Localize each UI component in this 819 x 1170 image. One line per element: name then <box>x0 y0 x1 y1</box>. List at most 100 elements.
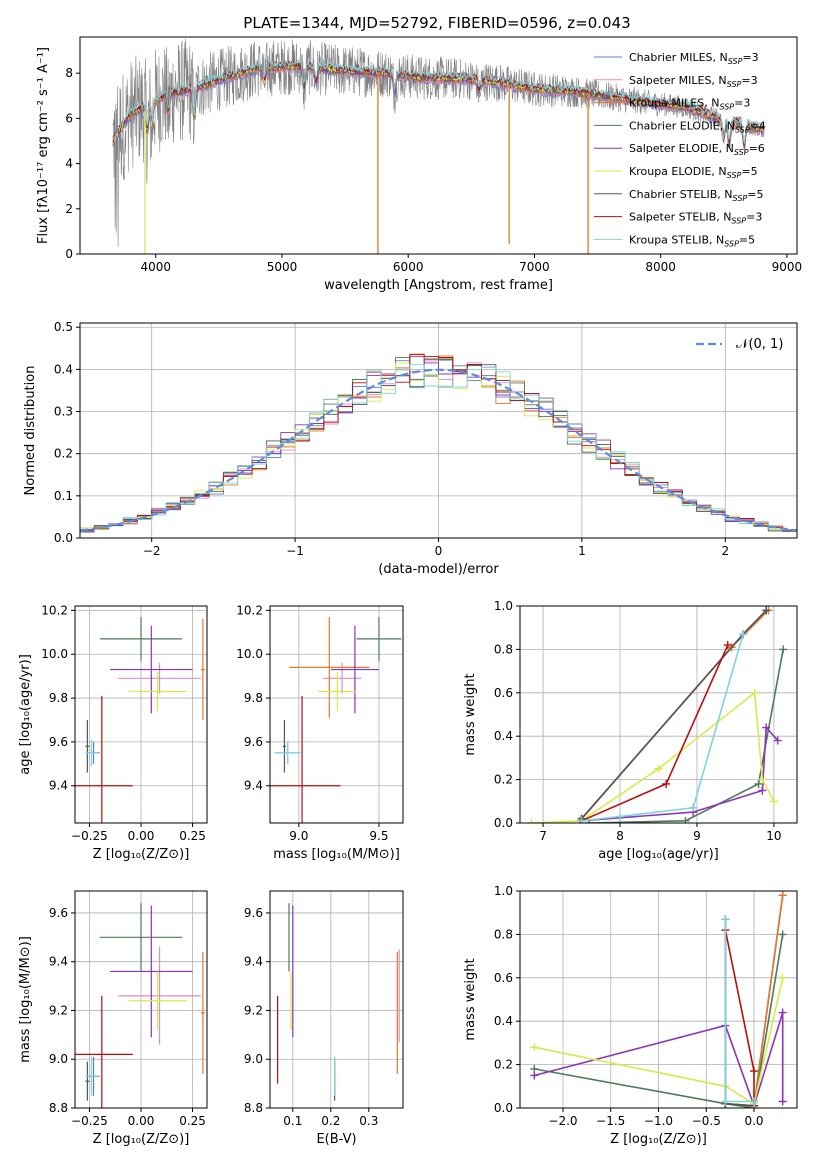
residual-histogram <box>80 364 797 533</box>
series-marker <box>778 1008 787 1017</box>
series-line <box>534 934 784 1108</box>
x-axis-label: age [log₁₀(age/yr)] <box>598 847 719 862</box>
x-tick-label: −1.5 <box>596 1114 625 1128</box>
y-axis-label: age [log₁₀(age/yr)] <box>18 654 33 775</box>
series-line <box>531 691 775 823</box>
legend-subscript: SSP <box>724 239 739 248</box>
figure-title: PLATE=1344, MJD=52792, FIBERID=0596, z=0… <box>243 14 630 32</box>
x-axis-label: Z [log₁₀(Z/Z⊙)] <box>93 1132 190 1147</box>
y-tick-label: 8.8 <box>49 1101 68 1115</box>
errorbar-point <box>318 671 357 712</box>
y-tick-label: 9.6 <box>244 735 263 749</box>
legend-entry-label: Chabrier ELODIE, NSSP=4 <box>629 119 766 134</box>
panel-Z-massweight: −2.0 −1.5 −1.0 −0.5 0.0 0.0 0.2 0.4 0.6 0.8 1.0 Z [… <box>463 884 798 1147</box>
plot-area <box>75 616 205 823</box>
x-tick-label: 9 <box>693 829 701 843</box>
legend-suffix: =3 <box>742 51 758 64</box>
y-axis-label: mass weight <box>463 673 478 755</box>
plot-area <box>530 891 787 1108</box>
series-marker <box>689 803 698 812</box>
y-tick-label: 10.2 <box>41 603 68 617</box>
y-tick-label: 0.5 <box>54 320 73 334</box>
y-tick-label: 0.6 <box>494 971 513 985</box>
y-tick-label: 0.2 <box>494 773 513 787</box>
y-tick-label: 10.0 <box>41 647 68 661</box>
series-marker <box>681 816 690 823</box>
y-tick-label: 0 <box>65 247 73 261</box>
errorbar-point <box>75 995 133 1108</box>
errorbar-point <box>99 616 183 661</box>
x-tick-label: −2.0 <box>548 1114 577 1128</box>
y-axis-label: Flux [fλ10⁻¹⁷ erg cm⁻² s⁻¹ A⁻¹] <box>36 47 51 244</box>
x-axis-label: Z [log₁₀(Z/Z⊙)] <box>610 1132 707 1147</box>
legend-subscript: SSP <box>731 217 746 226</box>
y-tick-label: 0.4 <box>494 729 513 743</box>
x-tick-label: 0.2 <box>321 1114 340 1128</box>
legend-suffix: =6 <box>749 142 765 155</box>
y-tick-label: 0.4 <box>54 362 73 376</box>
y-tick-label: 9.2 <box>244 1003 263 1017</box>
legend-suffix: =4 <box>750 119 766 132</box>
y-tick-label: 9.2 <box>49 1003 68 1017</box>
errorbar-point <box>289 616 370 718</box>
y-tick-label: 0.2 <box>54 447 73 461</box>
series-marker <box>762 723 771 732</box>
y-tick-label: 0.6 <box>494 686 513 700</box>
errorbar-point <box>85 719 90 773</box>
errorbar-point <box>356 616 402 661</box>
series-marker <box>577 816 586 823</box>
legend-entry-label: Chabrier MILES, NSSP=3 <box>629 51 759 66</box>
x-tick-label: 7000 <box>519 260 550 274</box>
plot-area <box>527 606 788 823</box>
errorbar-point <box>85 739 98 767</box>
series-marker <box>778 930 787 939</box>
x-tick-label: 0.25 <box>179 829 206 843</box>
legend-subscript: SSP <box>734 148 749 157</box>
y-tick-label: 9.4 <box>49 779 68 793</box>
x-tick-label: 4000 <box>140 260 171 274</box>
errorbar-point <box>270 695 341 823</box>
y-tick-label: 0.0 <box>54 531 73 545</box>
panel-age-massweight: 7 8 9 10 0.0 0.2 0.4 0.6 0.8 1.0 age [log₁₀(age/yr… <box>463 599 798 862</box>
legend-subscript: SSP <box>719 103 734 112</box>
observed-spectrum-line <box>112 38 765 247</box>
y-tick-label: 0.2 <box>494 1058 513 1072</box>
legend-suffix: =5 <box>747 188 763 201</box>
legend-entry-label: Salpeter STELIB, NSSP=3 <box>629 211 762 226</box>
x-axis-label: wavelength [Angstrom, rest frame] <box>324 278 553 293</box>
series-line <box>534 977 784 1105</box>
series-marker <box>778 973 787 982</box>
series-marker <box>758 786 767 795</box>
errorbar-point <box>200 619 205 720</box>
series-marker <box>662 779 671 788</box>
legend-suffix: =3 <box>746 211 762 224</box>
x-axis-label: Z [log₁₀(Z/Z⊙)] <box>93 847 190 862</box>
series-marker <box>778 1097 787 1106</box>
residual-histogram <box>80 356 797 532</box>
y-tick-label: 0.8 <box>494 927 513 941</box>
y-tick-label: 4 <box>65 157 73 171</box>
series-marker <box>754 779 763 788</box>
y-tick-label: 0.3 <box>54 405 73 419</box>
plot-area <box>80 353 797 534</box>
model-spectrum-line <box>112 60 765 145</box>
series-marker <box>530 1043 539 1052</box>
series-marker <box>723 641 732 650</box>
x-tick-label: 9.0 <box>289 829 308 843</box>
panel-residuals: 𝒩(0, 1) −2 −1 0 1 2 0.0 0.1 0.2 0.3 0.4 0.5 (data-mo… <box>23 320 798 577</box>
errorbar-point <box>85 1056 98 1096</box>
y-tick-label: 0.1 <box>54 489 73 503</box>
errorbar-point <box>110 625 193 714</box>
y-axis-label: mass weight <box>463 958 478 1040</box>
series-kroupa-stelib <box>577 630 748 823</box>
x-tick-label: 6000 <box>393 260 424 274</box>
series-marker <box>739 630 748 639</box>
series-marker <box>778 891 787 900</box>
y-tick-label: 0.0 <box>494 1101 513 1115</box>
x-tick-label: 8000 <box>645 260 676 274</box>
x-tick-label: −0.25 <box>71 829 108 843</box>
errorbar-point <box>282 719 287 773</box>
legend-entry-label: Salpeter ELODIE, NSSP=6 <box>629 142 765 157</box>
panel-Z-mass: −0.25 0.00 0.25 8.8 9.0 9.2 9.4 9.6 Z [log₁₀(Z/Z… <box>18 890 208 1147</box>
x-tick-label: −0.5 <box>692 1114 721 1128</box>
